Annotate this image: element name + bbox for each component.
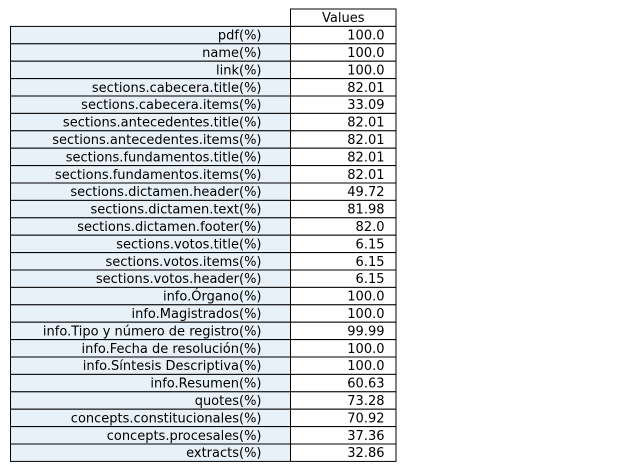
cell-value: 100.0 — [347, 63, 384, 78]
cell-value: 100.0 — [347, 290, 384, 305]
row-label: sections.dictamen.text(%) — [91, 203, 262, 218]
row-label: sections.votos.header(%) — [96, 272, 262, 287]
row-label: sections.fundamentos.title(%) — [66, 150, 262, 165]
cell-value: 37.36 — [347, 429, 384, 444]
cell-value: 82.01 — [347, 116, 384, 131]
row-label: sections.cabecera.items(%) — [81, 98, 261, 113]
row-label: sections.dictamen.footer(%) — [77, 220, 261, 235]
row-label: info.Tipo y número de registro(%) — [43, 324, 262, 339]
cell-value: 6.15 — [356, 237, 385, 252]
row-label: sections.votos.title(%) — [116, 237, 261, 252]
row-label: info.Resumen(%) — [150, 377, 261, 392]
cell-value: 100.0 — [347, 29, 384, 44]
row-label: info.Magistrados(%) — [132, 307, 262, 322]
cell-value: 100.0 — [347, 342, 384, 357]
row-label: name(%) — [202, 46, 261, 61]
row-label: link(%) — [216, 63, 262, 78]
cell-value: 100.0 — [347, 46, 384, 61]
row-label: sections.dictamen.header(%) — [70, 185, 261, 200]
cell-value: 82.0 — [356, 220, 385, 235]
cell-value: 33.09 — [347, 98, 384, 113]
cell-value: 60.63 — [347, 377, 384, 392]
cell-value: 32.86 — [347, 446, 384, 461]
row-label: sections.fundamentos.items(%) — [55, 168, 262, 183]
cell-value: 82.01 — [347, 81, 384, 96]
cell-value: 70.92 — [347, 411, 384, 426]
row-label: info.Órgano(%) — [163, 289, 262, 305]
row-label: sections.antecedentes.items(%) — [52, 133, 261, 148]
row-label: sections.cabecera.title(%) — [92, 81, 262, 96]
cell-value: 100.0 — [347, 359, 384, 374]
row-label: pdf(%) — [218, 29, 262, 44]
row-label: info.Síntesis Descriptiva(%) — [83, 359, 262, 374]
cell-value: 100.0 — [347, 307, 384, 322]
row-label: concepts.constitucionales(%) — [71, 411, 262, 426]
row-label: sections.antecedentes.title(%) — [63, 116, 262, 131]
row-label: concepts.procesales(%) — [107, 429, 262, 444]
cell-value: 82.01 — [347, 168, 384, 183]
cell-value: 6.15 — [356, 272, 385, 287]
row-label: extracts(%) — [186, 446, 261, 461]
cell-value: 73.28 — [347, 394, 384, 409]
cell-value: 82.01 — [347, 150, 384, 165]
cell-value: 82.01 — [347, 133, 384, 148]
value-cell — [290, 443, 397, 462]
cell-value: 6.15 — [356, 255, 385, 270]
cell-value: 81.98 — [347, 203, 384, 218]
row-label: quotes(%) — [195, 394, 262, 409]
row-label: sections.votos.items(%) — [106, 255, 262, 270]
column-header-label: Values — [322, 11, 365, 26]
cell-value: 99.99 — [347, 324, 384, 339]
cell-value: 49.72 — [347, 185, 384, 200]
row-label: info.Fecha de resolución(%) — [81, 342, 261, 357]
